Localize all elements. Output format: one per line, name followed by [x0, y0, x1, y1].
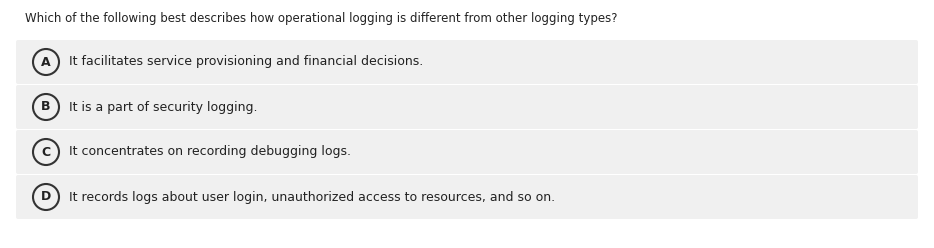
Text: It is a part of security logging.: It is a part of security logging.	[69, 100, 258, 114]
Text: It facilitates service provisioning and financial decisions.: It facilitates service provisioning and …	[69, 56, 423, 68]
Text: B: B	[41, 100, 50, 114]
Text: D: D	[41, 190, 51, 204]
FancyBboxPatch shape	[16, 40, 918, 84]
FancyBboxPatch shape	[16, 85, 918, 129]
Text: A: A	[41, 56, 50, 68]
FancyBboxPatch shape	[16, 130, 918, 174]
Text: Which of the following best describes how operational logging is different from : Which of the following best describes ho…	[25, 12, 617, 25]
Text: It concentrates on recording debugging logs.: It concentrates on recording debugging l…	[69, 146, 351, 158]
Text: C: C	[41, 146, 50, 158]
Text: It records logs about user login, unauthorized access to resources, and so on.: It records logs about user login, unauth…	[69, 190, 555, 204]
FancyBboxPatch shape	[16, 175, 918, 219]
